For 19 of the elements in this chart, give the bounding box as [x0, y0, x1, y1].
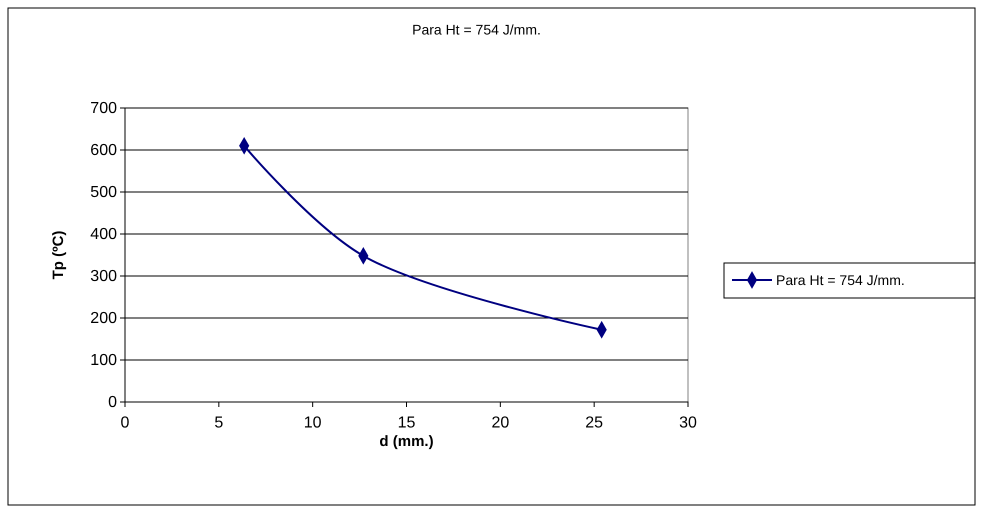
legend-label: Para Ht = 754 J/mm.: [776, 272, 905, 288]
y-tick-label: 300: [90, 268, 118, 286]
y-tick-label: 100: [90, 352, 118, 370]
x-tick-label: 10: [304, 414, 322, 432]
x-tick-label: 20: [491, 414, 510, 432]
chart-title: Para Ht = 754 J/mm.: [412, 21, 541, 38]
y-tick-label: 600: [90, 142, 118, 160]
x-tick-label: 15: [398, 414, 416, 432]
y-axis-title: Tp (ºC): [50, 230, 67, 280]
y-tick-label: 0: [108, 394, 118, 412]
x-tick-label: 30: [679, 414, 697, 432]
x-tick-label: 25: [585, 414, 604, 432]
y-tick-label: 200: [90, 310, 118, 328]
x-axis-title: d (mm.): [379, 433, 434, 450]
y-tick-label: 400: [90, 226, 118, 244]
y-tick-label: 700: [90, 100, 118, 118]
y-tick-label: 500: [90, 184, 118, 202]
x-tick-label: 5: [214, 414, 224, 432]
x-tick-label: 0: [120, 414, 130, 432]
